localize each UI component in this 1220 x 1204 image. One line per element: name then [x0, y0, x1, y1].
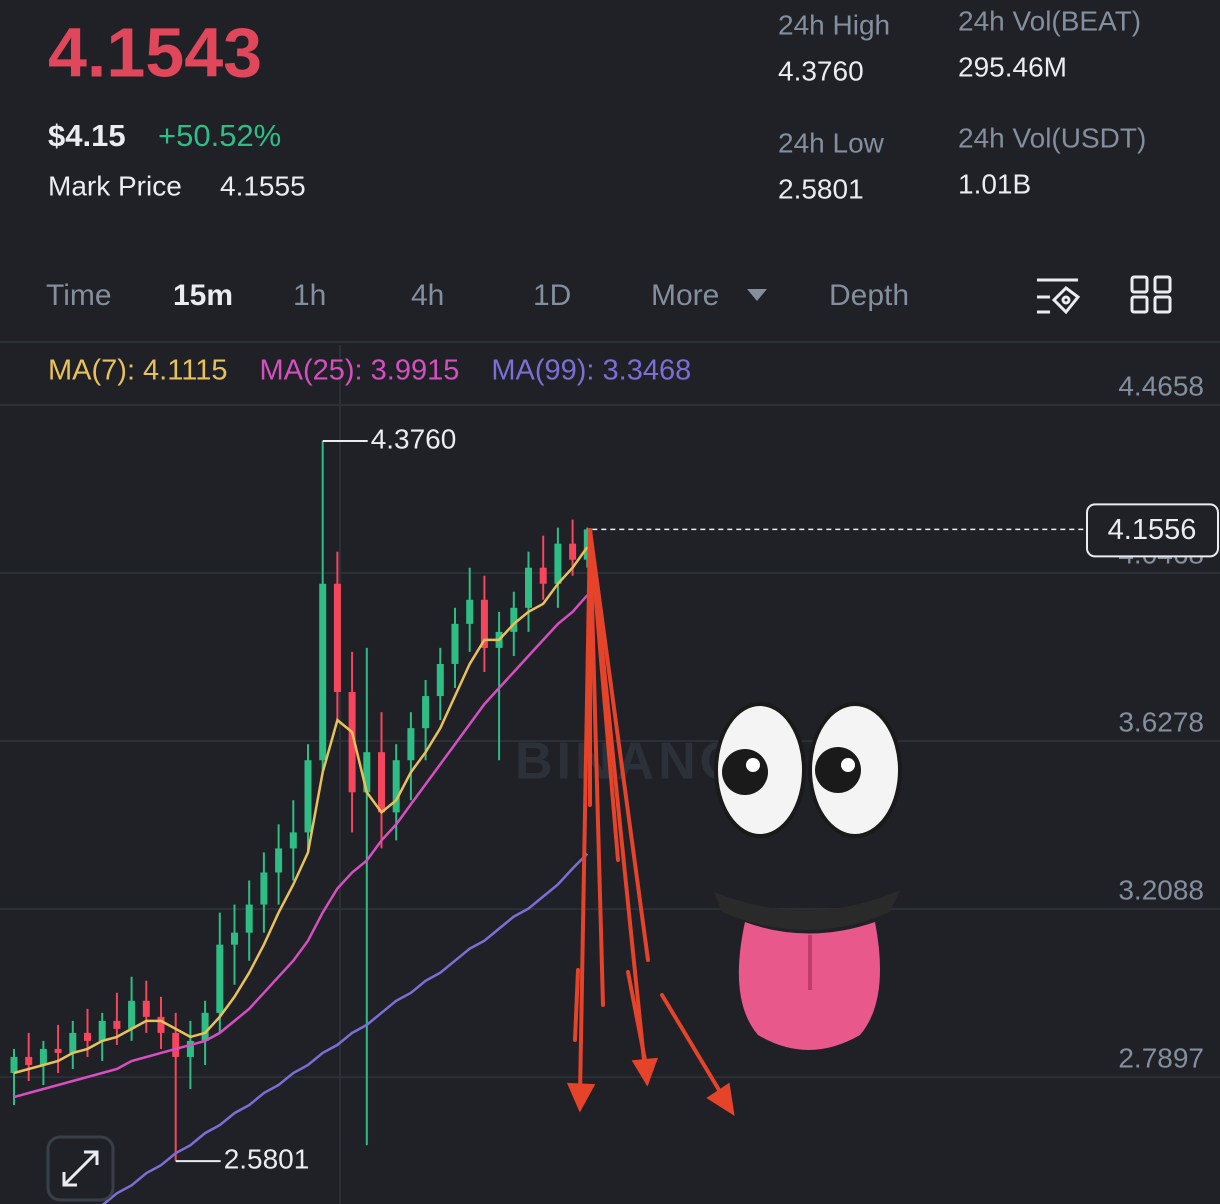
candle-body — [69, 1032, 77, 1053]
tab[interactable]: More — [651, 279, 719, 312]
settings-icon[interactable] — [1037, 278, 1081, 315]
ma-line — [13, 594, 589, 1099]
change: +50.52% — [158, 118, 281, 153]
high-label: 4.3760 — [371, 423, 457, 454]
candle-body — [583, 529, 591, 560]
stat-label: 24h Vol(USDT) — [958, 122, 1146, 153]
candle-body — [39, 1048, 47, 1065]
stat-label: 24h Vol(BEAT) — [958, 5, 1141, 36]
candle-body — [216, 944, 224, 1013]
candle-body — [10, 1056, 18, 1073]
plot: 4.46584.04683.62783.20882.7897BINANCEMA(… — [0, 355, 1220, 1204]
candle-body — [569, 543, 577, 560]
candle-body — [186, 1040, 194, 1057]
candle-body — [260, 872, 268, 905]
layout-icon[interactable] — [1130, 275, 1172, 314]
legend-entry: MA(99): 3.3468 — [491, 355, 691, 387]
candle-body — [245, 904, 253, 933]
candle-body — [451, 623, 459, 664]
candle-body — [172, 1032, 180, 1057]
candle-body — [378, 752, 385, 813]
y-tick-label: 4.4658 — [1118, 370, 1204, 401]
candle-body — [363, 752, 371, 793]
candle-body — [113, 1020, 121, 1029]
candle-body — [333, 583, 341, 693]
candle-body — [98, 1020, 106, 1041]
candle-body — [407, 728, 415, 761]
tab-active[interactable]: 15m — [173, 279, 233, 312]
candle-body — [289, 832, 297, 849]
candle-body — [392, 760, 400, 813]
last-price-label: 4.1556 — [1108, 514, 1197, 546]
tab[interactable]: Time — [46, 279, 112, 312]
candle-body — [84, 1032, 91, 1041]
stat-label: 24h High — [778, 9, 890, 40]
expand-button[interactable] — [46, 1135, 115, 1202]
tab[interactable]: 1D — [533, 279, 571, 312]
last-price: 4.1543 — [48, 13, 262, 91]
candle-body — [525, 567, 532, 608]
candle-body — [25, 1056, 33, 1065]
dropdown-caret[interactable] — [747, 289, 767, 301]
mark-value: 4.1555 — [220, 170, 306, 201]
candle-body — [142, 1000, 150, 1017]
candle-body — [554, 543, 562, 584]
y-tick-label: 2.7897 — [1118, 1043, 1204, 1074]
candle-body — [348, 692, 356, 793]
candle-body — [157, 1016, 165, 1033]
candle-body — [231, 932, 238, 945]
candle-body — [480, 599, 488, 648]
last-price-box — [1086, 503, 1219, 558]
candle-body — [128, 1000, 136, 1029]
low-label: 2.5801 — [224, 1144, 310, 1175]
candle-body — [54, 1048, 62, 1053]
candle-body — [422, 696, 430, 729]
candle-body — [304, 760, 312, 833]
candle-body — [275, 848, 283, 873]
stat-value: 1.01B — [958, 168, 1031, 199]
candle-body — [319, 583, 327, 761]
tab[interactable]: 1h — [293, 279, 326, 312]
tab[interactable]: Depth — [829, 279, 909, 312]
drawn-arrows — [566, 528, 735, 1117]
ma-line — [101, 852, 589, 1204]
candle-body — [466, 599, 474, 624]
candle-body — [436, 663, 444, 697]
legend-entry: MA(7): 4.1115 — [48, 355, 227, 387]
stat-value: 295.46M — [958, 51, 1067, 82]
candle-body — [539, 567, 547, 584]
candle-body — [510, 607, 518, 632]
stat-value: 2.5801 — [778, 173, 864, 204]
usd-price: $4.15 — [48, 118, 126, 153]
mark-label: Mark Price — [48, 170, 182, 201]
candle-body — [201, 1012, 209, 1041]
emoji-face — [714, 702, 902, 1050]
ma-line — [13, 546, 589, 1075]
y-tick-label: 3.6278 — [1118, 706, 1204, 737]
stat-label: 24h Low — [778, 127, 885, 158]
legend-entry: MA(25): 3.9915 — [259, 355, 459, 387]
y-tick-label: 3.2088 — [1118, 874, 1204, 905]
tab[interactable]: 4h — [411, 279, 444, 312]
stat-value: 4.3760 — [778, 55, 864, 86]
